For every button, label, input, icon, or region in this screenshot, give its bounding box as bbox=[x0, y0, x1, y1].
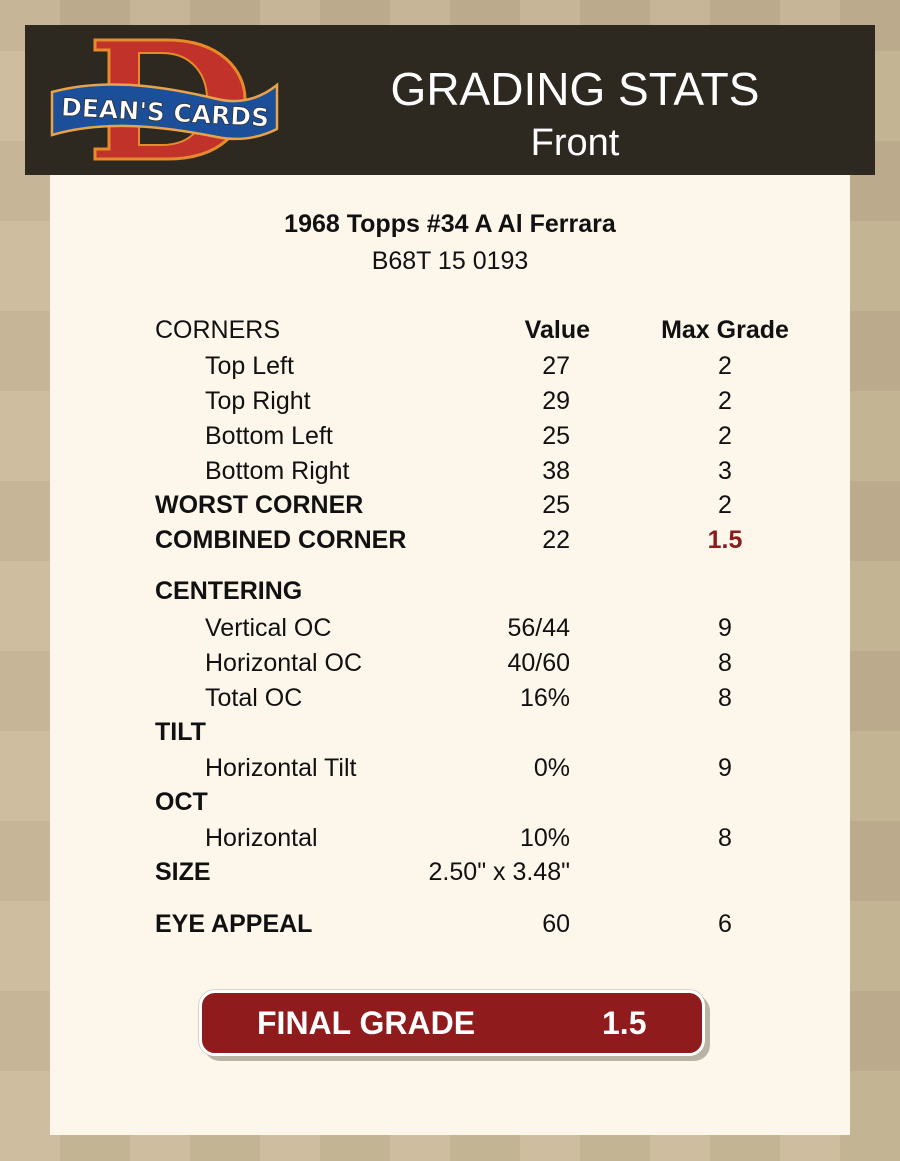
stat-label: Top Right bbox=[205, 387, 311, 415]
stat-row: Total OC 16% 8 bbox=[0, 684, 900, 714]
final-grade-value: 1.5 bbox=[602, 1005, 647, 1041]
stat-row: TILT bbox=[0, 718, 900, 748]
stat-row: Horizontal OC 40/60 8 bbox=[0, 649, 900, 679]
stat-row: Bottom Right 38 3 bbox=[0, 457, 900, 487]
stat-max-grade: 2 bbox=[718, 352, 732, 380]
stat-row: Horizontal 10% 8 bbox=[0, 824, 900, 854]
stat-max-grade: 2 bbox=[718, 422, 732, 450]
stat-value: 2.50" x 3.48" bbox=[428, 858, 570, 886]
card-title: 1968 Topps #34 A Al Ferrara bbox=[284, 210, 616, 238]
stat-value: 22 bbox=[542, 526, 570, 554]
stat-value: 25 bbox=[542, 491, 570, 519]
card-code: B68T 15 0193 bbox=[371, 247, 529, 275]
stat-label: OCT bbox=[155, 788, 208, 816]
max-grade-column-header: Max Grade bbox=[661, 316, 789, 344]
value-column-header: Value bbox=[524, 316, 590, 344]
stat-row: COMBINED CORNER 22 1.5 bbox=[0, 526, 900, 556]
stat-row: Horizontal Tilt 0% 9 bbox=[0, 754, 900, 784]
header-bar: DEAN'S CARDS GRADING STATS Front bbox=[25, 25, 875, 175]
stat-row: Top Right 29 2 bbox=[0, 387, 900, 417]
stat-label: TILT bbox=[155, 718, 206, 746]
stat-label: Vertical OC bbox=[205, 614, 332, 642]
stat-label: Horizontal bbox=[205, 824, 318, 852]
stat-label: CENTERING bbox=[155, 577, 303, 605]
stat-label: EYE APPEAL bbox=[155, 910, 313, 938]
stat-label: COMBINED CORNER bbox=[155, 526, 407, 554]
stat-value: 29 bbox=[542, 387, 570, 415]
stat-value: 60 bbox=[542, 910, 570, 938]
stat-max-grade: 3 bbox=[718, 457, 732, 485]
final-grade-badge: FINAL GRADE 1.5 bbox=[199, 990, 705, 1056]
stat-value: 0% bbox=[533, 754, 570, 782]
stat-value: 16% bbox=[519, 684, 570, 712]
stat-row: WORST CORNER 25 2 bbox=[0, 491, 900, 521]
stat-max-grade: 8 bbox=[718, 824, 732, 852]
page-subtitle: Front bbox=[530, 122, 620, 164]
stat-row: EYE APPEAL 60 6 bbox=[0, 910, 900, 940]
stat-row: CENTERING bbox=[0, 577, 900, 607]
stat-label: Horizontal OC bbox=[205, 649, 362, 677]
stat-label: Bottom Right bbox=[205, 457, 350, 485]
stat-row: CORNERS Value Max Grade bbox=[0, 316, 900, 346]
final-grade-label: FINAL GRADE bbox=[257, 1005, 476, 1041]
stat-max-grade: 8 bbox=[718, 684, 732, 712]
stat-value: 27 bbox=[542, 352, 570, 380]
stat-max-grade: 2 bbox=[718, 387, 732, 415]
stat-row: Top Left 27 2 bbox=[0, 352, 900, 382]
stat-label: Top Left bbox=[205, 352, 294, 380]
page-title: GRADING STATS bbox=[390, 63, 760, 115]
stat-label: Bottom Left bbox=[205, 422, 333, 450]
stat-value: 40/60 bbox=[507, 649, 570, 677]
stat-label: SIZE bbox=[155, 858, 211, 886]
stat-row: SIZE 2.50" x 3.48" bbox=[0, 858, 900, 888]
stat-max-grade: 8 bbox=[718, 649, 732, 677]
stat-max-grade: 2 bbox=[718, 491, 732, 519]
stat-row: Vertical OC 56/44 9 bbox=[0, 614, 900, 644]
stat-label: WORST CORNER bbox=[155, 491, 364, 519]
stat-label: CORNERS bbox=[155, 316, 281, 344]
stat-max-grade: 1.5 bbox=[707, 526, 743, 554]
stat-max-grade: 9 bbox=[718, 754, 732, 782]
stats-panel bbox=[50, 175, 850, 1135]
stat-value: 10% bbox=[519, 824, 570, 852]
stat-label: Horizontal Tilt bbox=[205, 754, 357, 782]
deans-cards-logo: DEAN'S CARDS bbox=[50, 38, 279, 161]
stat-row: Bottom Left 25 2 bbox=[0, 422, 900, 452]
stat-value: 56/44 bbox=[507, 614, 570, 642]
stat-max-grade: 6 bbox=[718, 910, 732, 938]
stat-row: OCT bbox=[0, 788, 900, 818]
stat-value: 38 bbox=[542, 457, 570, 485]
stat-max-grade: 9 bbox=[718, 614, 732, 642]
stat-label: Total OC bbox=[205, 684, 303, 712]
stat-value: 25 bbox=[542, 422, 570, 450]
